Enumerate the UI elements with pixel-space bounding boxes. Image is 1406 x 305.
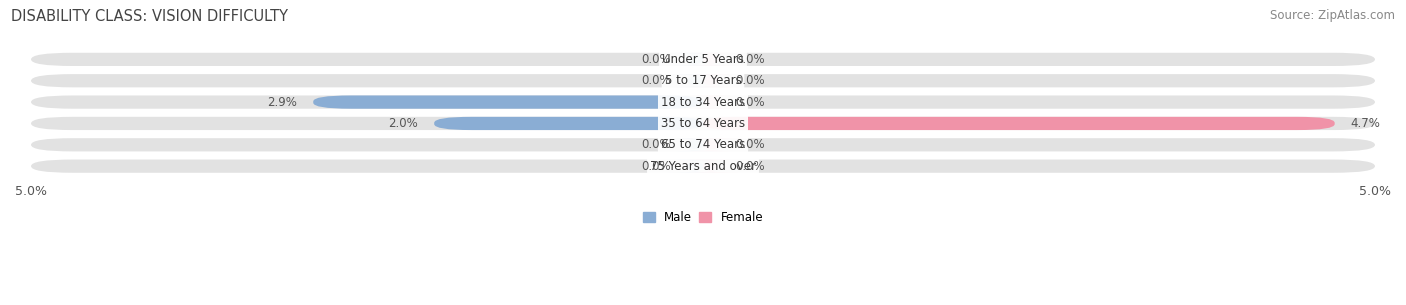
FancyBboxPatch shape — [31, 138, 1375, 151]
Text: Under 5 Years: Under 5 Years — [662, 53, 744, 66]
FancyBboxPatch shape — [314, 95, 703, 109]
Text: 0.0%: 0.0% — [735, 160, 765, 173]
FancyBboxPatch shape — [682, 95, 741, 109]
FancyBboxPatch shape — [31, 95, 1375, 109]
FancyBboxPatch shape — [665, 160, 724, 173]
FancyBboxPatch shape — [665, 74, 724, 87]
FancyBboxPatch shape — [31, 160, 1375, 173]
Text: 65 to 74 Years: 65 to 74 Years — [661, 138, 745, 151]
Text: Source: ZipAtlas.com: Source: ZipAtlas.com — [1270, 9, 1395, 22]
Text: 18 to 34 Years: 18 to 34 Years — [661, 95, 745, 109]
Text: DISABILITY CLASS: VISION DIFFICULTY: DISABILITY CLASS: VISION DIFFICULTY — [11, 9, 288, 24]
FancyBboxPatch shape — [31, 53, 1375, 66]
Legend: Male, Female: Male, Female — [638, 207, 768, 229]
Text: 2.0%: 2.0% — [388, 117, 418, 130]
Text: 35 to 64 Years: 35 to 64 Years — [661, 117, 745, 130]
Text: 0.0%: 0.0% — [641, 53, 671, 66]
Text: 0.0%: 0.0% — [641, 160, 671, 173]
Text: 2.9%: 2.9% — [267, 95, 297, 109]
Text: 0.0%: 0.0% — [735, 74, 765, 87]
FancyBboxPatch shape — [682, 74, 741, 87]
FancyBboxPatch shape — [682, 138, 741, 151]
FancyBboxPatch shape — [703, 117, 1334, 130]
FancyBboxPatch shape — [31, 117, 1375, 130]
Text: 0.0%: 0.0% — [641, 138, 671, 151]
Text: 0.0%: 0.0% — [735, 53, 765, 66]
FancyBboxPatch shape — [665, 138, 724, 151]
Text: 0.0%: 0.0% — [641, 74, 671, 87]
Text: 75 Years and over: 75 Years and over — [650, 160, 756, 173]
FancyBboxPatch shape — [665, 53, 724, 66]
Text: 4.7%: 4.7% — [1351, 117, 1381, 130]
Text: 5 to 17 Years: 5 to 17 Years — [665, 74, 741, 87]
FancyBboxPatch shape — [682, 53, 741, 66]
Text: 0.0%: 0.0% — [735, 138, 765, 151]
FancyBboxPatch shape — [434, 117, 703, 130]
Text: 0.0%: 0.0% — [735, 95, 765, 109]
FancyBboxPatch shape — [31, 74, 1375, 87]
FancyBboxPatch shape — [682, 160, 741, 173]
